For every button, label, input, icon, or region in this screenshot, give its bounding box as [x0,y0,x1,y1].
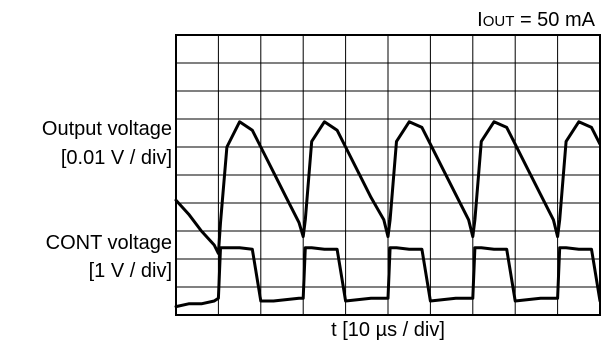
cont-voltage-trace [174,246,601,309]
x-axis-label: t [10 µs / div] [331,319,445,341]
title-rest: = 50 mA [514,9,595,31]
cont-voltage-scale: [1 V / div] [89,260,172,282]
output-voltage-trace [174,120,601,255]
chart-title: IOUT = 50 mA [477,9,595,31]
output-voltage-scale: [0.01 V / div] [61,147,172,169]
plot-frame [175,34,601,316]
output-voltage-label: Output voltage [42,118,172,140]
title-base: I [477,9,483,31]
title-subscript: OUT [483,13,515,30]
cont-voltage-label: CONT voltage [46,232,172,254]
